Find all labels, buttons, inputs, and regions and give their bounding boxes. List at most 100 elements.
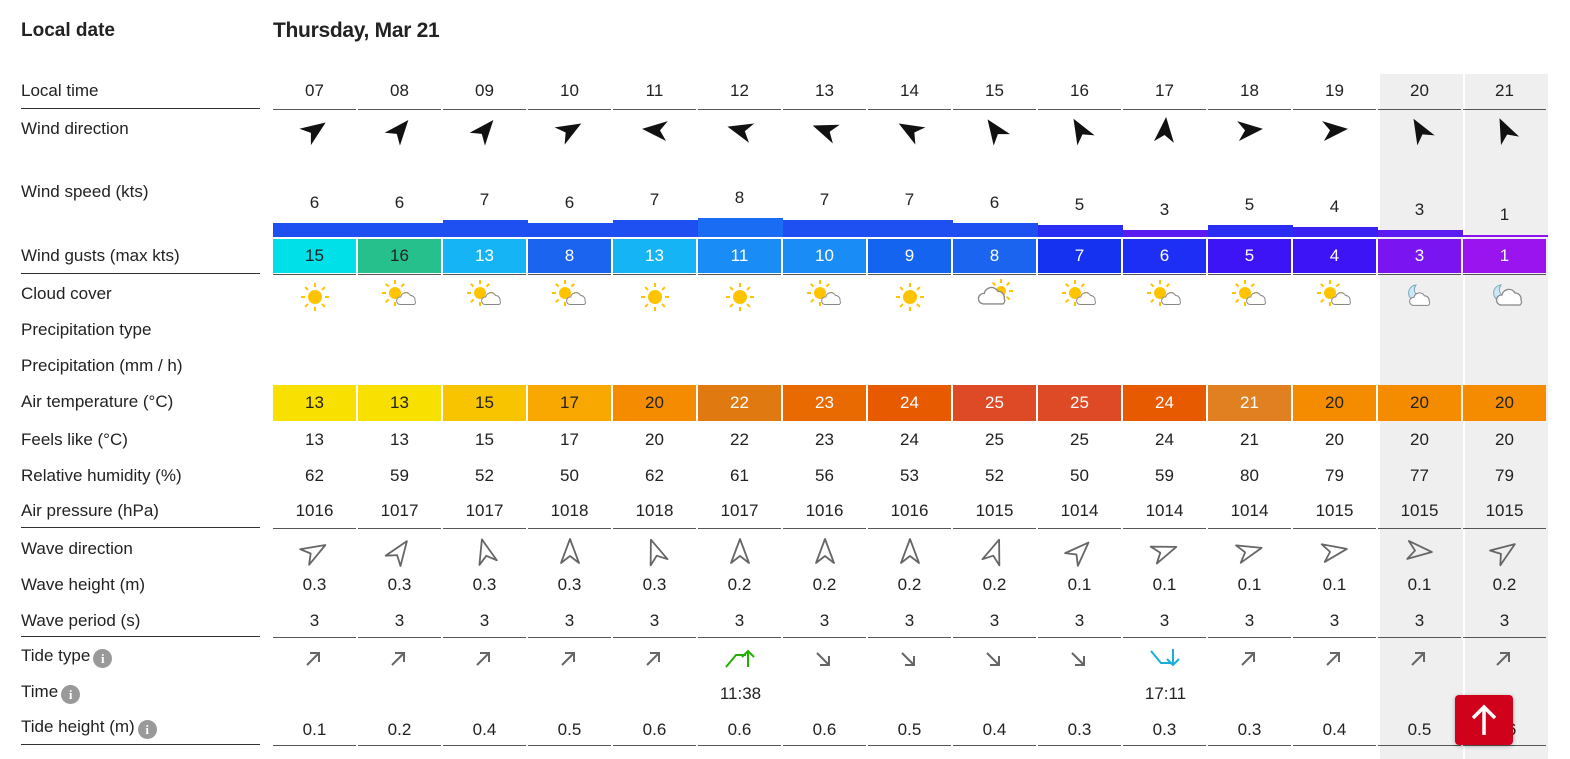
row-label: Precipitation type — [21, 320, 151, 340]
cell-separator — [1123, 745, 1206, 746]
cloud-icon — [635, 279, 675, 315]
cloud-icon — [1485, 279, 1525, 315]
row-label-text: Time — [21, 682, 59, 701]
hour: 17 — [1155, 81, 1174, 100]
cell-separator — [528, 109, 611, 110]
wave-period: 3 — [1074, 611, 1085, 630]
cell-separator — [1123, 637, 1206, 638]
tide-height: 0.4 — [1322, 720, 1347, 739]
cell-separator — [1208, 637, 1291, 638]
cell-separator — [443, 528, 526, 529]
date: Thursday, Mar 21 — [273, 19, 440, 42]
humidity: 59 — [390, 466, 409, 485]
cloud-icon — [975, 279, 1015, 315]
wave-direction-icon — [1404, 535, 1436, 567]
scroll-top-button[interactable] — [1455, 695, 1513, 745]
cell-separator — [613, 274, 696, 275]
temperature-cell: 13 — [273, 385, 356, 421]
cloud-icon — [890, 279, 930, 315]
temperature-cell: 20 — [1293, 385, 1376, 421]
wave-period: 3 — [649, 611, 660, 630]
row-label-text: Wind speed (kts) — [21, 182, 149, 201]
row-label-text: Wave direction — [21, 539, 133, 558]
feels-like: 24 — [1155, 430, 1174, 449]
cell-separator — [1378, 528, 1461, 529]
temperature-cell: 20 — [1378, 385, 1461, 421]
wave-period: 3 — [1499, 611, 1510, 630]
wind-speed-bar — [698, 217, 783, 237]
cell-separator — [1293, 528, 1376, 529]
wind-gust-cell: 7 — [1038, 239, 1121, 273]
tide-type-icon — [1064, 643, 1098, 675]
wave-period: 3 — [479, 611, 490, 630]
cloud-icon — [1230, 279, 1270, 315]
wave-period: 3 — [309, 611, 320, 630]
cell-separator — [358, 745, 441, 746]
wave-height: 0.2 — [982, 575, 1007, 594]
cell-separator — [1463, 745, 1546, 746]
feels-like: 13 — [390, 430, 409, 449]
cell-separator — [783, 637, 866, 638]
wind-speed: 6 — [309, 192, 320, 212]
hour: 11 — [645, 81, 664, 100]
row-label-text: Precipitation (mm / h) — [21, 356, 183, 375]
temperature-cell: 20 — [1463, 385, 1546, 421]
wind-speed-bar — [1293, 227, 1378, 237]
cloud-icon — [465, 279, 505, 315]
tide-height: 0.6 — [727, 720, 752, 739]
wave-direction-icon — [1149, 535, 1181, 567]
wind-direction-icon — [639, 114, 671, 146]
info-icon[interactable]: i — [137, 720, 157, 739]
cell-separator — [1208, 528, 1291, 529]
tide-time: 11:38 — [719, 684, 762, 703]
feels-like: 20 — [1325, 430, 1344, 449]
cell-separator — [1208, 274, 1291, 275]
tide-type-icon — [299, 643, 333, 675]
hour: 18 — [1240, 81, 1259, 100]
hour: 21 — [1495, 81, 1514, 100]
wind-speed: 7 — [819, 190, 830, 210]
label-separator — [21, 744, 260, 745]
row-label: Tide type i — [21, 646, 113, 668]
cell-separator — [358, 274, 441, 275]
cell-separator — [783, 528, 866, 529]
wave-period: 3 — [1414, 611, 1425, 630]
wind-direction-icon — [894, 114, 926, 146]
feels-like: 17 — [560, 430, 579, 449]
row-label-text: Wind direction — [21, 119, 129, 138]
cell-separator — [273, 109, 356, 110]
wind-speed-bar — [443, 220, 528, 237]
info-icon[interactable]: i — [93, 649, 113, 668]
cell-separator — [273, 528, 356, 529]
tide-height: 0.4 — [472, 720, 497, 739]
humidity: 52 — [475, 466, 494, 485]
feels-like: 15 — [475, 430, 494, 449]
wave-height: 0.1 — [1322, 575, 1347, 594]
tide-time: 17:11 — [1144, 684, 1187, 703]
pressure: 1016 — [890, 501, 929, 520]
cloud-icon — [720, 279, 760, 315]
cloud-icon — [295, 279, 335, 315]
wave-direction-icon — [894, 535, 926, 567]
cell-separator — [1378, 745, 1461, 746]
cell-separator — [1208, 745, 1291, 746]
wind-speed: 6 — [989, 192, 1000, 212]
cell-separator — [698, 109, 781, 110]
wind-gust-cell: 4 — [1293, 239, 1376, 273]
wave-height: 0.1 — [1407, 575, 1432, 594]
feels-like: 20 — [1495, 430, 1514, 449]
wave-height: 0.1 — [1152, 575, 1177, 594]
row-label-text: Tide height (m) — [21, 717, 135, 736]
row-label-text: Air temperature (°C) — [21, 392, 174, 411]
tide-type-icon — [894, 643, 928, 675]
tide-height: 0.5 — [557, 720, 582, 739]
cell-separator — [1293, 109, 1376, 110]
info-icon[interactable]: i — [61, 685, 81, 704]
row-label: Tide height (m) i — [21, 717, 157, 739]
wind-gust-cell: 10 — [783, 239, 866, 273]
pressure: 1016 — [805, 501, 844, 520]
wind-speed: 7 — [649, 190, 660, 210]
cell-separator — [1038, 109, 1121, 110]
cell-separator — [783, 109, 866, 110]
cell-separator — [698, 637, 781, 638]
